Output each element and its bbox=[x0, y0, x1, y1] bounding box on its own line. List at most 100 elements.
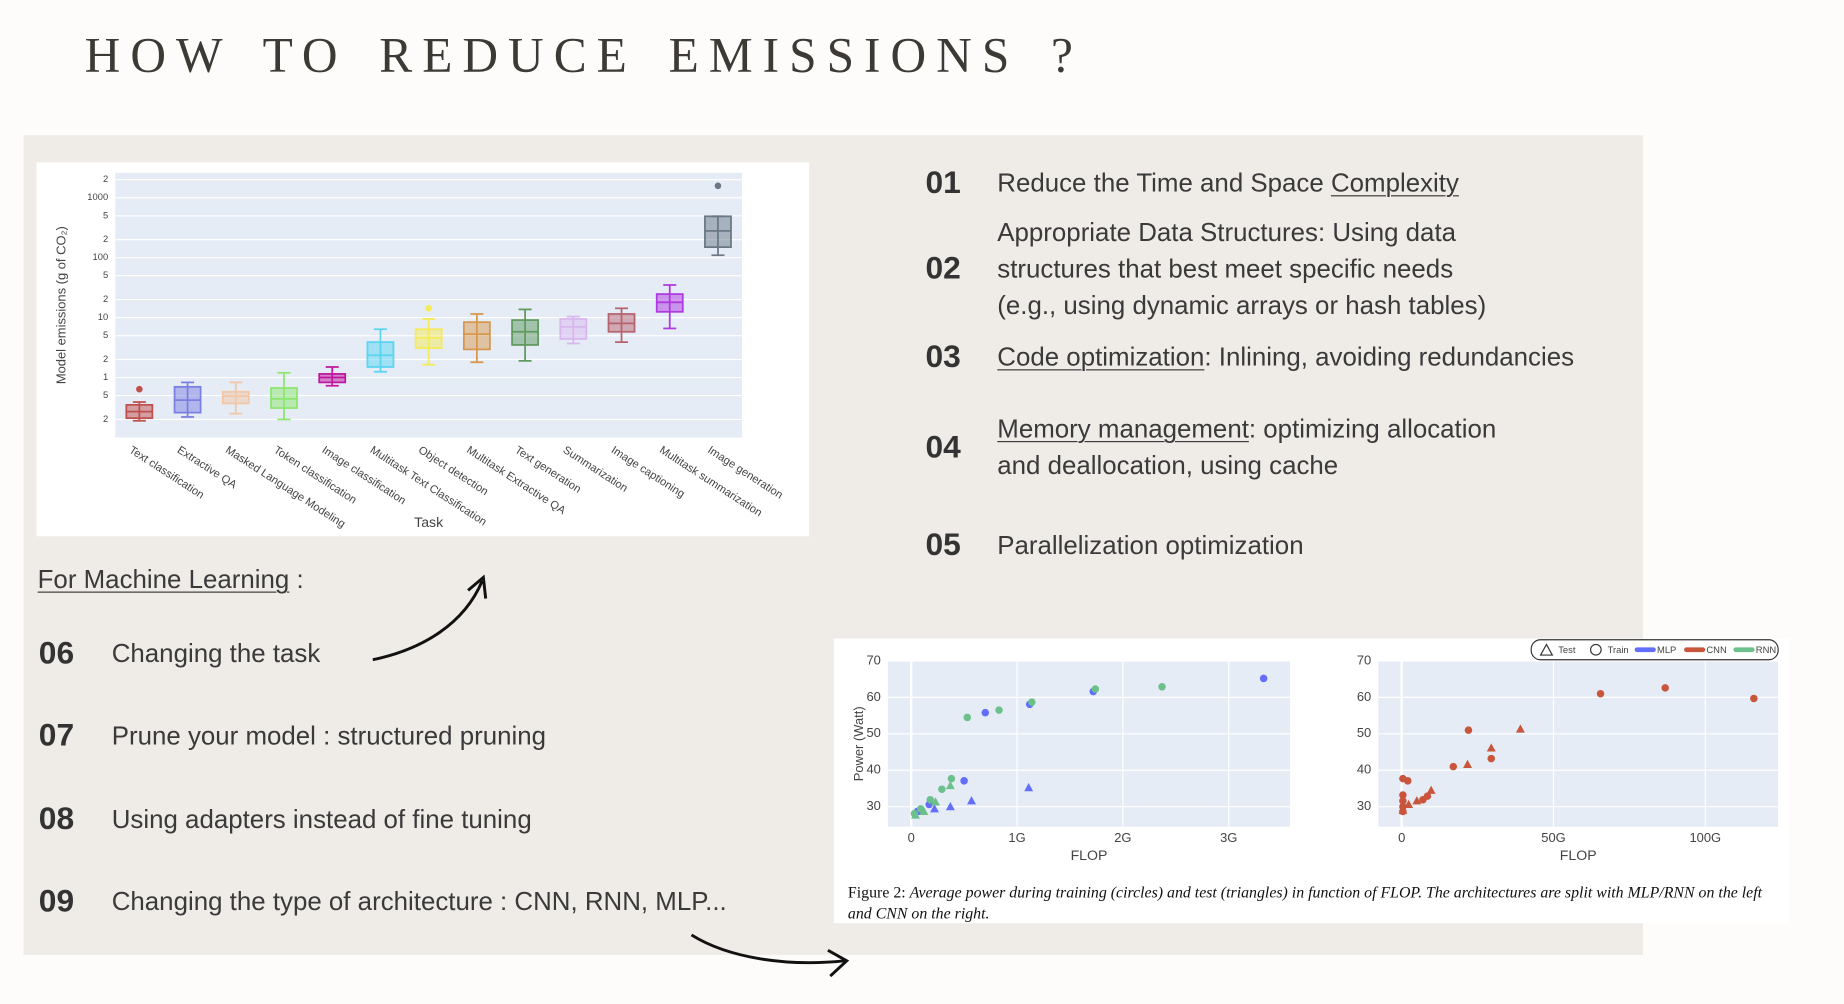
y-tick-label: 60 bbox=[866, 689, 880, 704]
test-point bbox=[919, 806, 929, 815]
x-tick-label: 2G bbox=[1114, 830, 1131, 845]
y-tick-label: 70 bbox=[866, 652, 880, 667]
test-point bbox=[1463, 759, 1473, 768]
train-point bbox=[963, 713, 972, 722]
text: : Inlining, avoiding redundancies bbox=[1204, 341, 1575, 372]
link-text: For Machine Learning bbox=[37, 564, 290, 594]
item-line: and deallocation, using cache bbox=[997, 447, 1338, 483]
y-tick-label: 1000 bbox=[87, 191, 108, 202]
test-point bbox=[967, 796, 976, 805]
y-axis-title: Power (Watt) bbox=[851, 706, 866, 781]
train-point bbox=[1464, 726, 1473, 734]
train-point bbox=[926, 796, 934, 804]
x-tick-label: 1G bbox=[1008, 830, 1025, 845]
link-text: Memory management bbox=[997, 413, 1249, 444]
item-number: 01 bbox=[925, 164, 961, 200]
item-line: Code optimization: Inlining, avoiding re… bbox=[997, 338, 1574, 374]
text: Reduce the Time and Space bbox=[997, 167, 1331, 197]
test-point bbox=[929, 804, 939, 813]
x-tick-label: 0 bbox=[908, 830, 915, 845]
y-tick-label: 5 bbox=[103, 269, 108, 280]
train-point bbox=[1487, 754, 1495, 763]
y-tick-label: 5 bbox=[103, 329, 108, 340]
train-point bbox=[947, 774, 956, 783]
item-line: (e.g., using dynamic arrays or hash tabl… bbox=[997, 286, 1486, 322]
text: Using adapters instead of fine tuning bbox=[111, 803, 532, 834]
x-axis-title: FLOP bbox=[1560, 847, 1597, 863]
y-tick-label: 1 bbox=[103, 371, 108, 382]
link-text: Complexity bbox=[1330, 167, 1459, 197]
y-tick-label: 2 bbox=[103, 413, 108, 424]
legend-label: MLP bbox=[1657, 644, 1676, 655]
y-tick-label: 5 bbox=[103, 209, 108, 220]
train-point bbox=[995, 706, 1003, 714]
item-number: 03 bbox=[925, 338, 961, 374]
x-tick-label: 50G bbox=[1541, 830, 1565, 845]
scatter-figure: 30 40 50 60 70 0 1G 2G 3G FLOP Power (Watt) 30 40 50… bbox=[833, 638, 1790, 924]
train-point bbox=[1403, 777, 1412, 785]
text: and deallocation, using cache bbox=[997, 450, 1339, 480]
y-tick-label: 60 bbox=[1357, 689, 1371, 704]
box bbox=[270, 387, 298, 409]
test-point bbox=[1515, 724, 1525, 733]
item-number: 02 bbox=[925, 250, 961, 286]
train-point bbox=[1399, 797, 1407, 805]
item-line: Using adapters instead of fine tuning bbox=[112, 800, 532, 836]
text: structures that best meet specific needs bbox=[997, 253, 1454, 283]
y-tick-label: 40 bbox=[1357, 762, 1371, 777]
train-point bbox=[1750, 694, 1758, 703]
y-axis-title: Model emissions (g of CO₂) bbox=[54, 226, 69, 384]
test-point bbox=[931, 797, 940, 806]
caption-text: Average power during training (circles) … bbox=[847, 883, 1763, 922]
legend-label: Train bbox=[1608, 644, 1629, 655]
caption-label: Figure 2: bbox=[847, 883, 906, 901]
item-line: Reduce the Time and Space Complexity bbox=[997, 164, 1459, 200]
y-tick-label: 70 bbox=[1357, 652, 1371, 667]
y-tick-label: 5 bbox=[103, 389, 108, 400]
item-line: Changing the type of architecture : CNN,… bbox=[112, 883, 727, 919]
train-point bbox=[1661, 684, 1669, 692]
x-tick-label: Image classification bbox=[320, 444, 408, 507]
item-line: Changing the task bbox=[112, 634, 321, 670]
y-tick-label: 2 bbox=[103, 353, 108, 364]
scatter-chart: 30 40 50 60 70 0 1G 2G 3G FLOP Power (Watt) bbox=[851, 652, 1291, 863]
legend-label: RNN bbox=[1756, 644, 1777, 655]
x-tick-label: 0 bbox=[1398, 830, 1405, 845]
box bbox=[221, 390, 250, 405]
text: Parallelization optimization bbox=[997, 529, 1304, 560]
outlier bbox=[714, 182, 722, 190]
train-point bbox=[1449, 762, 1458, 771]
test-point bbox=[945, 801, 955, 811]
item-number: 09 bbox=[38, 883, 75, 919]
test-point bbox=[1486, 743, 1496, 752]
figure-caption: Figure 2: Average power during training … bbox=[848, 882, 1789, 924]
train-point bbox=[1419, 796, 1427, 804]
text: Appropriate Data Structures: Using data bbox=[997, 216, 1457, 247]
item-number: 08 bbox=[38, 800, 75, 837]
y-tick-label: 30 bbox=[866, 798, 880, 813]
train-point bbox=[960, 777, 968, 785]
y-tick-label: 2 bbox=[103, 173, 108, 184]
test-point bbox=[1398, 805, 1408, 814]
y-tick-label: 50 bbox=[866, 725, 880, 740]
train-point bbox=[1596, 689, 1605, 698]
legend-label: CNN bbox=[1706, 644, 1727, 655]
item-number: 04 bbox=[925, 429, 961, 465]
plot-area bbox=[887, 660, 1291, 827]
plot-area bbox=[1378, 660, 1779, 827]
test-point bbox=[945, 780, 955, 790]
train-point bbox=[1028, 698, 1036, 706]
train-point bbox=[1091, 685, 1100, 693]
text: Changing the task bbox=[111, 637, 321, 668]
item-line: Appropriate Data Structures: Using data bbox=[997, 213, 1456, 249]
item-line: Parallelization optimization bbox=[997, 526, 1303, 562]
y-tick-label: 10 bbox=[98, 311, 108, 322]
legend-symbol bbox=[1589, 643, 1602, 656]
text: Changing the type of architecture : CNN,… bbox=[111, 886, 727, 916]
box-chart: 2 5 1 2 5 10 2 5 100 2 5 1000 2 Task Model emissions (… bbox=[54, 172, 785, 531]
slide-title: HOW TO REDUCE EMISSIONS ? bbox=[84, 29, 1083, 84]
train-point bbox=[1259, 674, 1268, 683]
x-tick-label: Token classification bbox=[271, 444, 358, 506]
